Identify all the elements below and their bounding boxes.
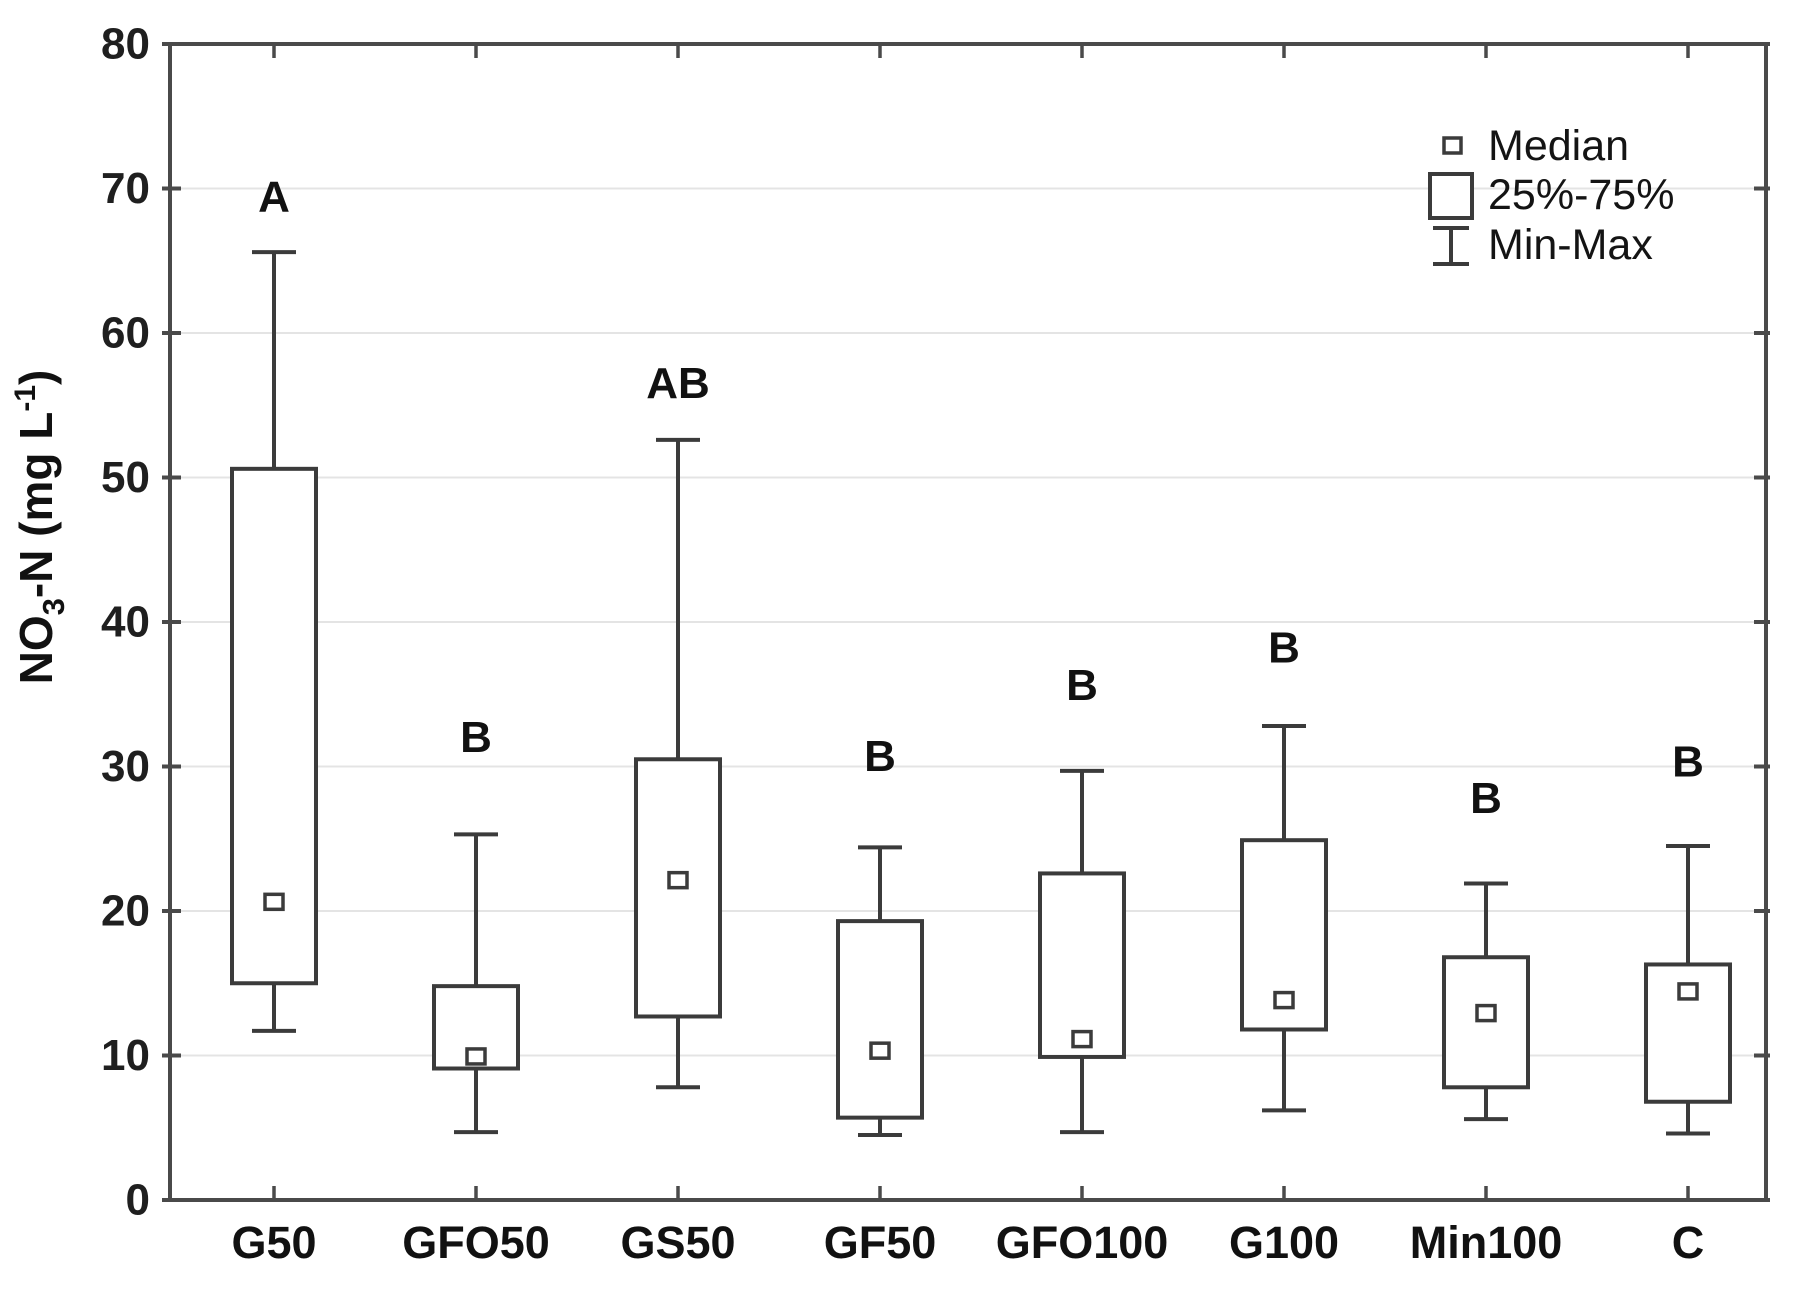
y-axis-title-superscript: -1 [9, 385, 42, 412]
median-marker-GFO100 [1071, 1029, 1093, 1049]
median-marker-icon [1442, 136, 1463, 155]
y-tick-label-70: 70 [101, 164, 150, 213]
y-tick-label-0: 0 [126, 1176, 150, 1225]
y-tick-label-20: 20 [101, 887, 150, 936]
sig-letter-GFO100: B [1066, 661, 1098, 710]
sig-letter-C: B [1672, 738, 1704, 787]
y-tick-label-40: 40 [101, 598, 150, 647]
y-axis-title-close: ) [10, 370, 62, 385]
sig-letter-G50: A [258, 173, 290, 222]
iqr-box-icon [1428, 172, 1474, 220]
sig-letter-Min100: B [1470, 774, 1502, 823]
median-marker-GFO50 [465, 1047, 487, 1066]
boxplot-GFO50: B [432, 713, 520, 1135]
y-axis-title: NO3-N (mg L-1) [9, 370, 71, 685]
boxplot-GFO100: B [1038, 661, 1126, 1135]
iqr-box-GF50 [836, 919, 924, 1120]
legend-label-median: Median [1488, 122, 1629, 170]
legend-label-minmax: Min-Max [1488, 221, 1653, 269]
boxplot-GS50: AB [634, 359, 722, 1090]
median-marker-C [1677, 982, 1699, 1001]
y-tick-label-80: 80 [101, 20, 150, 69]
boxplot-GF50: B [836, 732, 924, 1137]
y-axis-title-mid: -N (mg L [10, 412, 62, 599]
iqr-box-GFO100 [1038, 871, 1126, 1059]
median-marker-GS50 [667, 870, 689, 890]
y-tick-label-30: 30 [101, 742, 150, 791]
legend-item-minmax: Min-Max [1433, 221, 1653, 269]
x-category-label-Min100: Min100 [1410, 1217, 1563, 1268]
y-tick-label-10: 10 [101, 1031, 150, 1080]
x-category-label-GFO100: GFO100 [996, 1217, 1169, 1268]
legend-label-iqr: 25%-75% [1488, 171, 1674, 219]
legend: Median 25%-75% Min-Max [1428, 122, 1674, 269]
x-category-label-G50: G50 [231, 1217, 316, 1268]
legend-item-median: Median [1442, 122, 1629, 170]
sig-letter-GFO50: B [460, 713, 492, 762]
boxplot-G50: A [230, 173, 318, 1033]
median-marker-G100 [1273, 990, 1295, 1010]
median-marker-GF50 [869, 1041, 891, 1060]
x-category-label-G100: G100 [1229, 1217, 1339, 1268]
y-axis-title-subscript: 3 [36, 598, 71, 615]
median-marker-Min100 [1475, 1003, 1497, 1023]
median-marker-G50 [263, 892, 285, 912]
sig-letter-GS50: AB [646, 359, 710, 408]
y-tick-label-60: 60 [101, 309, 150, 358]
legend-item-iqr: 25%-75% [1428, 171, 1674, 220]
x-category-label-GFO50: GFO50 [402, 1217, 550, 1268]
y-axis-title-main: NO [10, 615, 62, 684]
boxplot-Min100: B [1442, 774, 1530, 1122]
y-tick-label-50: 50 [101, 453, 150, 502]
x-category-label-C: C [1672, 1217, 1705, 1268]
axis-ticks-and-labels: 0 10 20 30 40 50 60 70 80 G50 GFO50 GS50 GF50 GFO100 G… [101, 20, 1770, 1268]
sig-letter-GF50: B [864, 732, 896, 781]
boxplot-C: B [1644, 738, 1732, 1136]
boxplot-G100: B [1240, 624, 1328, 1113]
x-category-label-GS50: GS50 [620, 1217, 735, 1268]
x-category-label-GF50: GF50 [824, 1217, 937, 1268]
sig-letter-G100: B [1268, 624, 1300, 673]
